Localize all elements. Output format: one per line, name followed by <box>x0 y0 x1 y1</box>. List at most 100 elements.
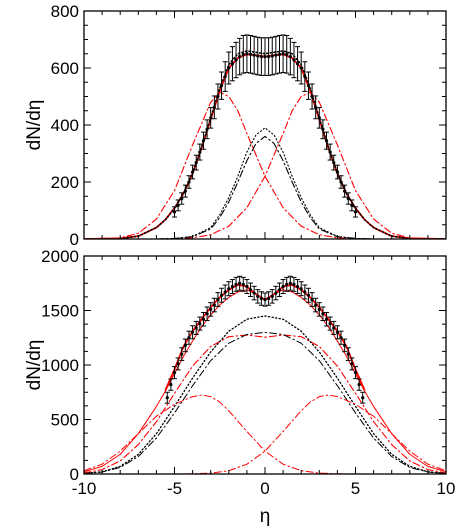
data-point <box>216 94 220 99</box>
data-point <box>292 58 296 62</box>
y-tick-label: 0 <box>70 465 79 484</box>
y-tick-label: 800 <box>51 2 79 21</box>
data-point <box>219 293 224 297</box>
data-point <box>335 330 339 334</box>
data-point <box>292 282 296 286</box>
data-point <box>324 317 329 321</box>
data-point <box>256 294 260 298</box>
data-point <box>321 127 325 131</box>
data-point <box>314 303 318 307</box>
data-point <box>274 291 278 295</box>
data-point <box>339 180 343 184</box>
x-tick-label: -10 <box>72 479 97 498</box>
data-point <box>295 62 300 66</box>
data-point <box>194 161 198 165</box>
data-point <box>281 284 285 289</box>
data-point <box>223 74 227 79</box>
data-point <box>169 383 173 387</box>
data-point <box>194 326 198 330</box>
data-point <box>310 94 314 99</box>
data-point <box>227 287 231 291</box>
data-point <box>270 294 274 298</box>
series-line-solid-0 <box>84 53 446 239</box>
series-line-dashdot-2 <box>84 334 446 474</box>
x-tick-label: -5 <box>167 479 182 498</box>
data-point <box>357 383 361 387</box>
data-point <box>227 66 231 70</box>
data-point <box>180 352 184 356</box>
data-point <box>209 307 213 312</box>
data-point <box>332 326 336 330</box>
y-tick-label: 600 <box>51 59 79 78</box>
data-point <box>248 288 253 292</box>
data-point <box>176 203 180 207</box>
data-point <box>176 362 180 366</box>
data-point <box>245 52 249 56</box>
data-point <box>245 284 249 289</box>
data-point <box>201 317 206 321</box>
data-point <box>299 66 303 70</box>
data-point <box>165 396 169 400</box>
data-point <box>187 336 191 340</box>
plot-area <box>84 283 446 474</box>
data-point <box>234 58 238 62</box>
x-tick-label: 0 <box>260 479 269 498</box>
data-point <box>361 396 365 400</box>
data-point <box>321 312 325 316</box>
data-point <box>324 139 329 143</box>
data-point <box>270 54 274 58</box>
data-point <box>306 293 311 297</box>
data-point <box>353 371 358 375</box>
data-point <box>339 336 343 340</box>
data-point <box>248 52 253 56</box>
y-tick-label: 1000 <box>41 356 79 375</box>
plot-area <box>84 50 446 239</box>
data-point <box>191 170 195 174</box>
series-line-dashdot-3 <box>155 91 446 239</box>
data-point <box>350 362 354 366</box>
data-point <box>198 321 202 326</box>
series-line-dashdot-5 <box>84 394 375 474</box>
data-point <box>259 296 263 301</box>
data-point <box>306 84 311 88</box>
data-point <box>212 303 216 307</box>
data-point <box>285 52 289 56</box>
data-point <box>303 290 307 294</box>
data-point <box>198 150 202 154</box>
data-point <box>259 55 263 59</box>
y-tick-label: 0 <box>70 230 79 249</box>
data-point <box>205 127 209 131</box>
data-point <box>343 189 347 193</box>
data-point <box>267 55 271 59</box>
data-point <box>328 321 332 326</box>
y-tick-label: 1500 <box>41 302 79 321</box>
data-point <box>230 284 235 289</box>
data-point <box>234 282 238 286</box>
data-point <box>180 196 184 201</box>
data-point <box>183 189 187 193</box>
series-line-dashdot-4 <box>84 331 446 474</box>
data-point <box>209 116 213 120</box>
data-point <box>205 312 209 316</box>
series-line-dotted-1 <box>84 50 446 239</box>
data-point <box>212 105 216 109</box>
data-point <box>314 105 318 109</box>
data-point <box>332 161 336 165</box>
series-line-dashdot-2 <box>84 91 375 239</box>
bottom-panel: 0 500 1000 1500 2000 -10 -5 0 5 10 dN/dη η <box>24 247 455 527</box>
data-point <box>288 281 292 285</box>
x-tick-label: 5 <box>351 479 360 498</box>
data-point <box>219 84 224 88</box>
data-point <box>263 55 267 59</box>
data-point <box>172 210 177 214</box>
data-point <box>183 343 187 347</box>
data-point <box>187 180 191 184</box>
data-point <box>299 287 303 291</box>
data-point <box>216 298 220 302</box>
data-point <box>191 330 195 334</box>
data-point <box>317 307 321 312</box>
data-point <box>263 298 267 302</box>
data-point <box>288 55 292 59</box>
top-panel: 0 200 400 600 800 dN/dη <box>24 2 447 249</box>
